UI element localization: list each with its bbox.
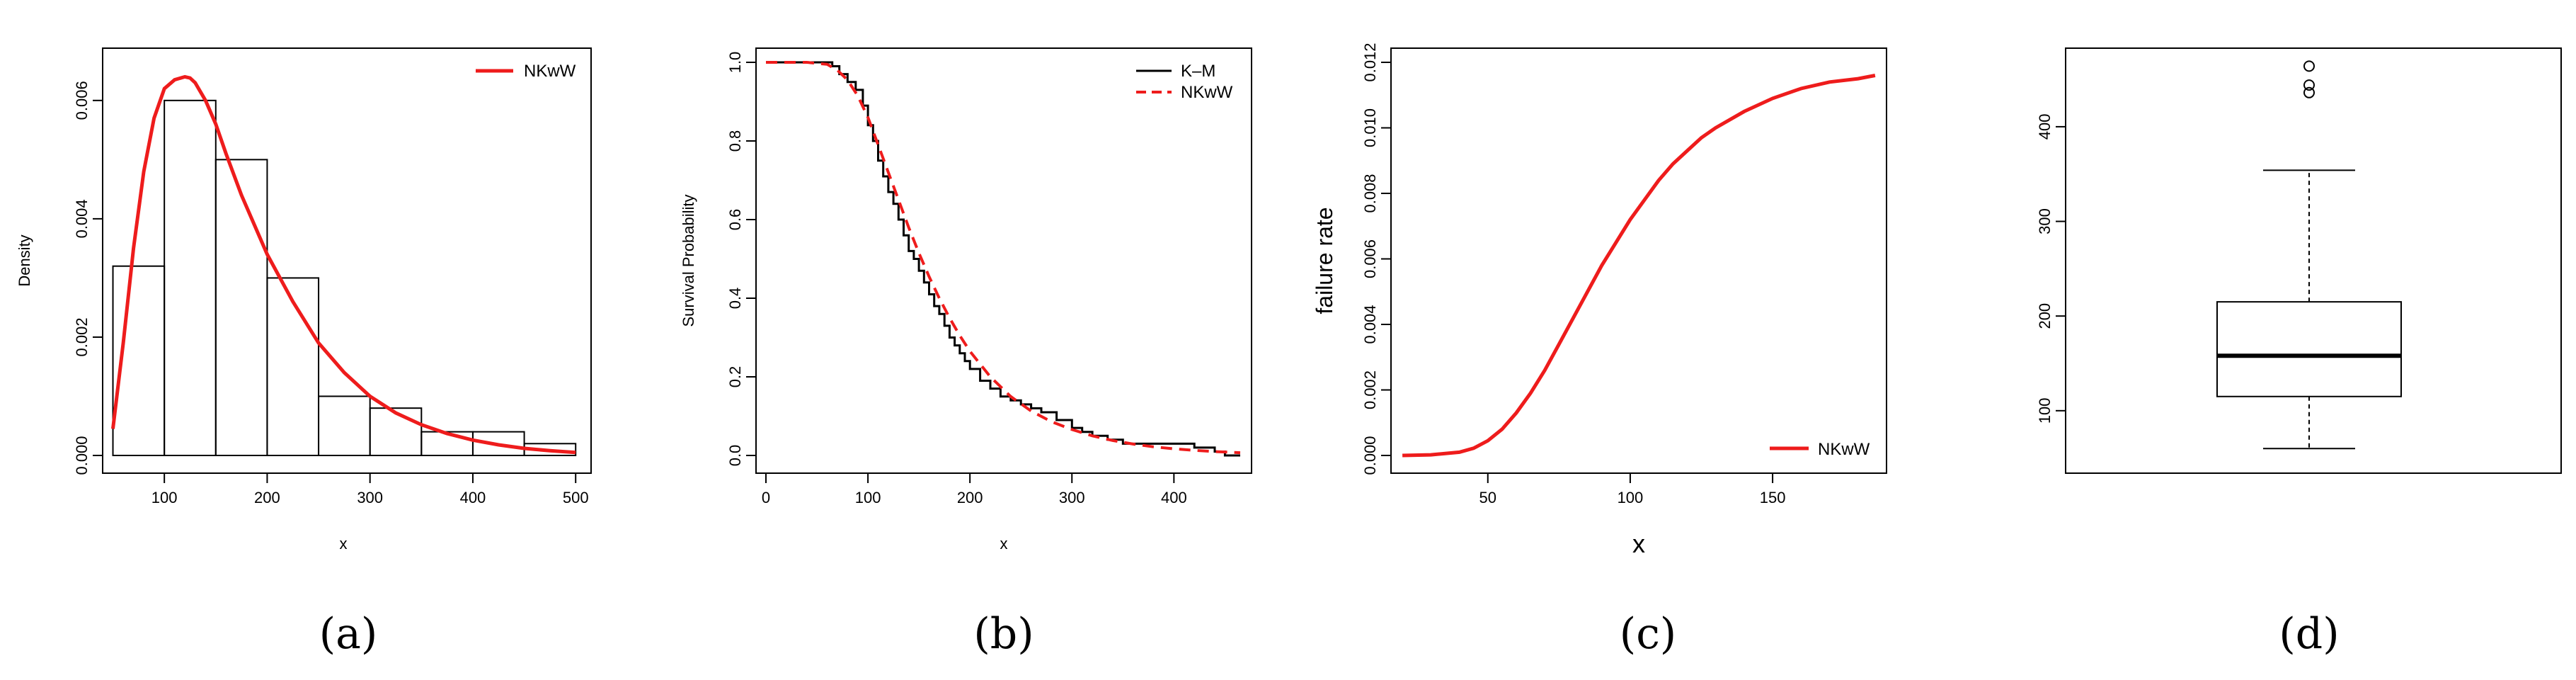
- plot-frame: [102, 47, 592, 474]
- y-axis: 0.0 0.2 0.4 0.6 0.8 1.0: [726, 52, 757, 467]
- y-tick-label: 200: [2036, 303, 2054, 329]
- x-tick-label: 150: [1760, 489, 1786, 506]
- x-tick-label: 200: [254, 489, 280, 506]
- outlier-point: [2303, 86, 2315, 98]
- y-tick-label: 0.004: [73, 199, 91, 238]
- y-axis-label: failure rate: [1312, 207, 1337, 314]
- panel-a: 100 200 300 400 500 0.000 0.002 0.004 0.006 x D…: [16, 47, 592, 659]
- histogram-bar: [369, 407, 423, 456]
- legend: NKwW: [1770, 440, 1870, 459]
- histogram-bar: [266, 277, 320, 457]
- y-axis: 100 200 300 400: [2036, 114, 2066, 424]
- y-tick-label: 0.002: [73, 317, 91, 356]
- outlier-point: [2303, 60, 2315, 72]
- histogram-bar: [164, 99, 217, 457]
- y-tick-label: 0.8: [726, 130, 744, 152]
- x-tick-label: 100: [1618, 489, 1644, 506]
- histogram-bar: [318, 395, 371, 456]
- y-tick-label: 0.4: [726, 288, 744, 310]
- x-tick-label: 300: [357, 489, 383, 506]
- y-tick-label: 0.0: [726, 445, 744, 467]
- x-tick-label: 200: [957, 489, 983, 506]
- outlier-point: [2303, 79, 2315, 91]
- y-tick-label: 300: [2036, 208, 2054, 234]
- legend-label-nkww: NKwW: [1181, 83, 1233, 102]
- x-tick-label: 100: [855, 489, 881, 506]
- boxplot: [2216, 60, 2402, 450]
- survival-curve-nkww: [766, 61, 1241, 455]
- y-tick-label: 0.6: [726, 209, 744, 231]
- y-axis: 0.000 0.002 0.004 0.006: [73, 81, 103, 475]
- plot-frame: [755, 47, 1252, 474]
- y-tick-label: 0.000: [1361, 436, 1379, 475]
- caption-b: (b): [973, 609, 1034, 659]
- legend-label-nkww: NKwW: [524, 62, 576, 81]
- legend-label-km: K–M: [1181, 62, 1215, 81]
- y-tick-label: 400: [2036, 114, 2054, 140]
- x-axis-label: x: [1632, 529, 1645, 558]
- y-axis: 0.000 0.002 0.004 0.006 0.008 0.010 0.012: [1361, 42, 1392, 475]
- x-tick-label: 500: [563, 489, 589, 506]
- y-axis-label: Survival Probability: [680, 194, 697, 327]
- plot-frame: [1390, 47, 1887, 474]
- y-tick-label: 0.006: [73, 81, 91, 120]
- legend-label-nkww: NKwW: [1818, 440, 1870, 459]
- x-tick-label: 300: [1059, 489, 1085, 506]
- x-tick-label: 400: [1161, 489, 1187, 506]
- x-axis: 50 100 150: [1479, 472, 1786, 506]
- y-tick-label: 0.008: [1361, 174, 1379, 212]
- caption-c: (c): [1620, 609, 1676, 659]
- density-curve-nkww: [111, 74, 576, 455]
- iqr-box: [2216, 301, 2402, 397]
- y-tick-label: 0.006: [1361, 239, 1379, 278]
- y-tick-label: 0.010: [1361, 108, 1379, 147]
- x-tick-label: 50: [1479, 489, 1496, 506]
- x-axis-label: x: [340, 535, 348, 552]
- plot-frame: [2065, 47, 2562, 474]
- y-tick-label: 0.2: [726, 366, 744, 388]
- panel-d: 100 200 300 400 (d): [2036, 47, 2562, 659]
- legend: K–M NKwW: [1136, 62, 1233, 102]
- y-tick-label: 1.0: [726, 52, 744, 74]
- x-axis: 100 200 300 400 500: [151, 472, 589, 506]
- x-axis: 0 100 200 300 400: [762, 472, 1187, 506]
- caption-d: (d): [2279, 609, 2339, 659]
- panel-b: 0 100 200 300 400 0.0 0.2 0.4 0.6 0.8 1.0 x Survi…: [680, 47, 1252, 659]
- legend: NKwW: [476, 62, 576, 81]
- x-axis-label: x: [1000, 535, 1008, 552]
- panel-c: 50 100 150 0.0000.0020.0040.0060.0080.0100…: [1312, 42, 1887, 659]
- x-tick-label: 400: [460, 489, 486, 506]
- y-tick-label: 0.000: [73, 436, 91, 475]
- y-tick-label: 100: [2036, 397, 2054, 424]
- failure-rate-curve-nkww: [1402, 74, 1876, 458]
- y-tick-label: 0.002: [1361, 370, 1379, 409]
- histogram-bars: [112, 99, 577, 457]
- y-tick-label: 0.004: [1361, 305, 1379, 344]
- km-step-curve: [766, 61, 1240, 457]
- y-axis-label: Density: [16, 234, 33, 286]
- histogram-bar: [214, 159, 268, 456]
- x-tick-label: 0: [762, 489, 770, 506]
- y-tick-label: 0.012: [1361, 42, 1379, 81]
- caption-a: (a): [319, 609, 378, 659]
- x-tick-label: 100: [151, 489, 178, 506]
